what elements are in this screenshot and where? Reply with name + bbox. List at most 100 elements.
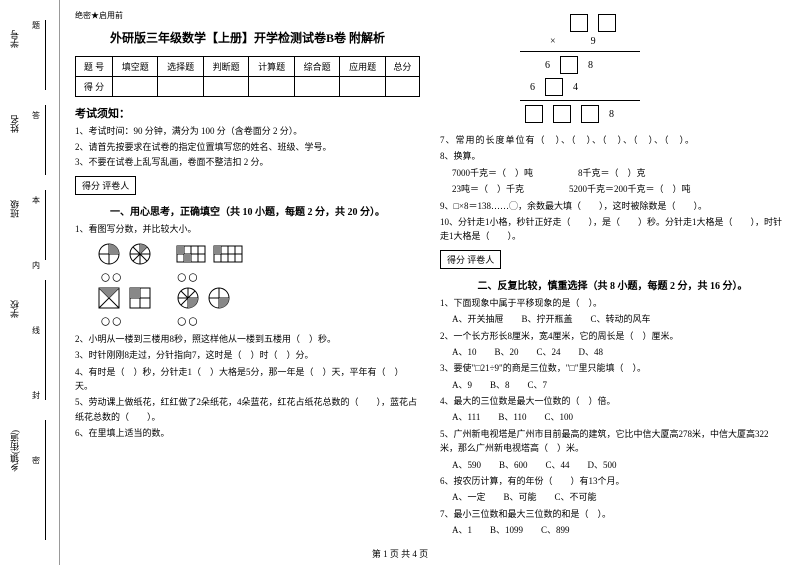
notice-item: 1、考试时间：90 分钟，满分为 100 分（含卷面分 2 分）。 — [75, 125, 420, 139]
table-row: 题 号 填空题 选择题 判断题 计算题 综合题 应用题 总分 — [76, 57, 420, 77]
digit: 8 — [609, 109, 614, 120]
digit: 4 — [573, 82, 578, 93]
th: 总分 — [385, 57, 419, 77]
digit: 9 — [591, 36, 596, 47]
blank-box — [553, 105, 571, 123]
th: 选择题 — [158, 57, 203, 77]
label-xiangzhen: 乡镇(街道) — [8, 430, 21, 472]
q6: 6、在里填上适当的数。 — [75, 426, 420, 440]
page-content: 绝密★启用前 外研版三年级数学【上册】开学检测试卷B卷 附解析 题 号 填空题 … — [65, 10, 795, 555]
fill-line — [45, 280, 46, 400]
gap-ti: 题 — [32, 20, 40, 31]
s2q7: 7、最小三位数和最大三位数的和是（ ）。 — [440, 507, 785, 521]
q2: 2、小明从一楼到三楼用8秒，照这样他从一楼到五楼用（ ）秒。 — [75, 332, 420, 346]
th: 综合题 — [294, 57, 339, 77]
grid-icon — [213, 242, 243, 266]
th: 判断题 — [203, 57, 248, 77]
q5: 5、劳动课上做纸花，红红做了2朵纸花，4朵蓝花，红花占纸花总数的（ ），蓝花占纸… — [75, 395, 420, 424]
td: 得 分 — [76, 77, 113, 97]
s2q1: 1、下面现象中属于平移现象的是（ ）。 — [440, 296, 785, 310]
s2q6: 6、按农历计算，有的年份（ ）有13个月。 — [440, 474, 785, 488]
binding-sidebar: 学号 姓名 班级 学校 乡镇(街道) 题 答 本 内 线 封 密 — [0, 0, 60, 565]
s2q3opts: A、9 B、8 C、7 — [452, 378, 785, 392]
table-row: 得 分 — [76, 77, 420, 97]
left-column: 绝密★启用前 外研版三年级数学【上册】开学检测试卷B卷 附解析 题 号 填空题 … — [65, 10, 430, 555]
q7: 7、常用的长度单位有（ ）、（ ）、（ ）、（ ）、（ ）。 — [440, 133, 785, 147]
gap-xian: 线 — [32, 325, 40, 336]
digit: 6 — [545, 60, 550, 71]
gap-mi: 密 — [32, 455, 40, 466]
td — [249, 77, 294, 97]
s2q4opts: A、111 B、110 C、100 — [452, 410, 785, 424]
fraction-shapes: 〇 〇〇 〇 〇 〇〇 〇 — [95, 240, 420, 328]
circle-icon — [97, 242, 121, 266]
gap-ben: 本 — [32, 195, 40, 206]
blank-box — [560, 56, 578, 74]
s2q5: 5、广州新电视塔是广州市目前最高的建筑，它比中信大厦高278米，中信大厦高322… — [440, 427, 785, 456]
q1: 1、看图写分数，并比较大小。 — [75, 222, 420, 236]
label-xuexiao: 学校 — [8, 300, 21, 318]
th: 应用题 — [340, 57, 385, 77]
section2-title: 二、反复比较，慎重选择（共 8 小题，每题 2 分，共 16 分）。 — [440, 277, 785, 292]
s2q5opts: A、590 B、600 C、44 D、500 — [452, 458, 785, 472]
blank-box — [570, 14, 588, 32]
s2q2: 2、一个长方形长8厘米，宽4厘米，它的周长是（ ）厘米。 — [440, 329, 785, 343]
right-column: ×9 68 64 8 7、常用的长度单位有（ ）、（ ）、（ ）、（ ）、（ ）… — [430, 10, 795, 555]
s2q1opts: A、开关抽屉 B、拧开瓶盖 C、转动的风车 — [452, 312, 785, 326]
grid-icon — [176, 242, 206, 266]
digit: 8 — [588, 60, 593, 71]
square-icon — [128, 286, 152, 310]
td — [385, 77, 419, 97]
s2q3: 3、要使"□21÷9"的商是三位数，"□"里只能填（ ）。 — [440, 361, 785, 375]
blank-box — [598, 14, 616, 32]
s2q4: 4、最大的三位数是最大一位数的（ ）倍。 — [440, 394, 785, 408]
gap-nei: 内 — [32, 260, 40, 271]
scorebox: 得分 评卷人 — [440, 250, 501, 269]
digit: 6 — [530, 82, 535, 93]
th: 填空题 — [112, 57, 157, 77]
circle-icon — [176, 286, 200, 310]
notice-item: 2、请首先按要求在试卷的指定位置填写您的姓名、班级、学号。 — [75, 141, 420, 155]
blank-box — [581, 105, 599, 123]
page-footer: 第 1 页 共 4 页 — [0, 547, 800, 560]
q8b: 23吨＝（ ）千克 5200千克＝200千克＝（ ）吨 — [452, 182, 785, 196]
score-table: 题 号 填空题 选择题 判断题 计算题 综合题 应用题 总分 得 分 — [75, 56, 420, 97]
blank-box — [525, 105, 543, 123]
td — [203, 77, 248, 97]
td — [294, 77, 339, 97]
q8a: 7000千克＝（ ）吨 8千克＝（ ）克 — [452, 166, 785, 180]
fill-line — [45, 190, 46, 260]
section1-title: 一、用心思考，正确填空（共 10 小题，每题 2 分，共 20 分）。 — [75, 203, 420, 218]
label-xingming: 姓名 — [8, 115, 21, 133]
label-banji: 班级 — [8, 200, 21, 218]
s2q7opts: A、1 B、1099 C、899 — [452, 523, 785, 537]
q4: 4、有时是（ ）秒，分针走1（ ）大格是5分，那一年是（ ）天，平年有（ ）天。 — [75, 365, 420, 394]
gap-feng: 封 — [32, 390, 40, 401]
notice-title: 考试须知： — [75, 105, 420, 121]
td — [158, 77, 203, 97]
th: 题 号 — [76, 57, 113, 77]
td — [340, 77, 385, 97]
calculation-area: ×9 68 64 8 — [520, 14, 785, 123]
q3: 3、时针刚刚8走过，分针指向7，这时是（ ）时（ ）分。 — [75, 348, 420, 362]
blank-box — [545, 78, 563, 96]
fill-line — [45, 420, 46, 540]
s2q2opts: A、10 B、20 C、24 D、48 — [452, 345, 785, 359]
label-xuehao: 学号 — [8, 30, 21, 48]
fill-line — [45, 105, 46, 175]
q10: 10、分针走1小格，秒针正好走（ ），是（ ）秒。分针走1大格是（ ），时针走1… — [440, 215, 785, 244]
exam-title: 外研版三年级数学【上册】开学检测试卷B卷 附解析 — [75, 29, 420, 46]
th: 计算题 — [249, 57, 294, 77]
secret-label: 绝密★启用前 — [75, 10, 420, 21]
square-icon — [97, 286, 121, 310]
q8: 8、换算。 — [440, 149, 785, 163]
gap-da: 答 — [32, 110, 40, 121]
s2q6opts: A、一定 B、可能 C、不可能 — [452, 490, 785, 504]
scorebox: 得分 评卷人 — [75, 176, 136, 195]
calc-line — [520, 51, 640, 52]
circle-icon — [207, 286, 231, 310]
q9: 9、□×8＝138……◯，余数最大填（ ），这时被除数是（ ）。 — [440, 199, 785, 213]
td — [112, 77, 157, 97]
circle-icon — [128, 242, 152, 266]
fill-line — [45, 20, 46, 90]
